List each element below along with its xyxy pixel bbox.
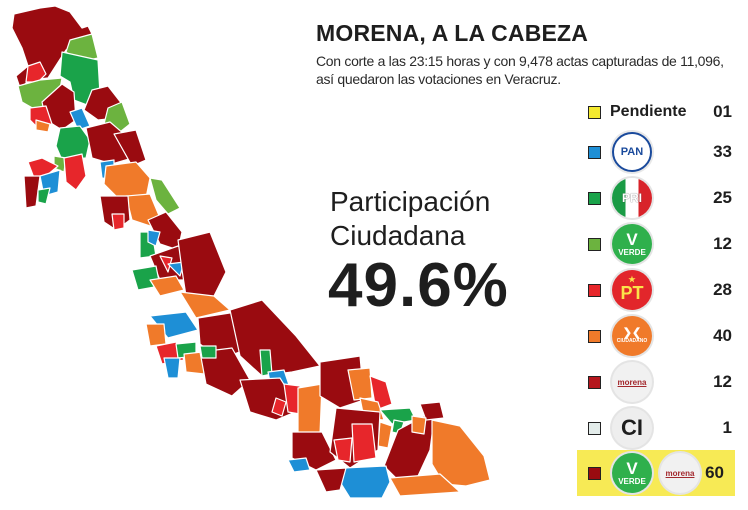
pan-logo-icon: PAN (612, 132, 652, 172)
count: 28 (713, 280, 732, 299)
color-swatch (588, 191, 601, 205)
legend-row-morena: morena 12 (580, 360, 740, 404)
legend-row-pri: PRI 25 (580, 176, 740, 220)
legend-row-pan: PAN 33 (580, 130, 740, 174)
color-swatch (588, 105, 601, 119)
participation-label: Participación Ciudadana (330, 186, 491, 251)
count: 12 (713, 372, 732, 391)
pt-logo-icon: ★ PT (612, 270, 652, 310)
count: 60 (705, 463, 724, 482)
legend-row-pt: ★ PT 28 (580, 268, 740, 312)
color-swatch (588, 466, 601, 480)
eagle-icon: ❯❮ (622, 327, 642, 339)
color-swatch (588, 375, 601, 389)
morena-logo-icon: morena (612, 362, 652, 402)
subtitle: Con corte a las 23:15 horas y con 9,478 … (316, 53, 724, 87)
color-swatch (588, 145, 601, 159)
legend-row-pendiente: Pendiente 01 (580, 90, 740, 134)
color-swatch (588, 237, 601, 251)
count: 01 (713, 102, 732, 121)
pendiente-label: Pendiente (610, 103, 687, 120)
legend-row-verde: V VERDE 12 (580, 222, 740, 266)
color-swatch (588, 283, 601, 297)
participation-value: 49.6% (328, 251, 509, 320)
pri-logo-icon: PRI (612, 178, 652, 218)
count: 1 (722, 418, 732, 437)
verde-logo-icon: V VERDE (612, 453, 652, 493)
count: 40 (713, 326, 732, 345)
legend-row-movimiento-ciudadano: ❯❮ CIUDADANO 40 (580, 314, 740, 358)
color-swatch (588, 329, 601, 343)
count: 25 (713, 188, 732, 207)
veracruz-municipal-map (11, 5, 491, 499)
verde-logo-icon: V VERDE (612, 224, 652, 264)
headline: MORENA, A LA CABEZA (316, 20, 589, 46)
count: 12 (713, 234, 732, 253)
morena-logo-icon: morena (660, 453, 700, 493)
ci-logo-icon: CI (612, 408, 652, 448)
legend-row-independiente: CI 1 (580, 406, 740, 450)
count: 33 (713, 142, 732, 161)
color-swatch (588, 421, 601, 435)
legend-row-verde-morena: V VERDE morena 60 (577, 450, 735, 496)
movimiento-ciudadano-logo-icon: ❯❮ CIUDADANO (612, 316, 652, 356)
